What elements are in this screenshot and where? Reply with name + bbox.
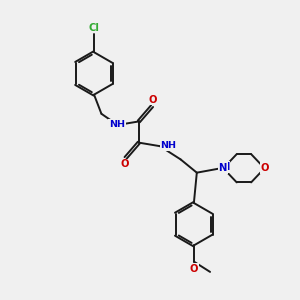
Text: NH: NH bbox=[160, 141, 176, 150]
Text: N: N bbox=[218, 163, 227, 173]
Text: Cl: Cl bbox=[88, 22, 100, 32]
Text: N: N bbox=[221, 162, 230, 172]
Text: O: O bbox=[121, 159, 129, 170]
Text: O: O bbox=[261, 163, 269, 173]
Text: O: O bbox=[190, 264, 198, 274]
Text: O: O bbox=[148, 94, 157, 105]
Text: NH: NH bbox=[109, 120, 125, 129]
